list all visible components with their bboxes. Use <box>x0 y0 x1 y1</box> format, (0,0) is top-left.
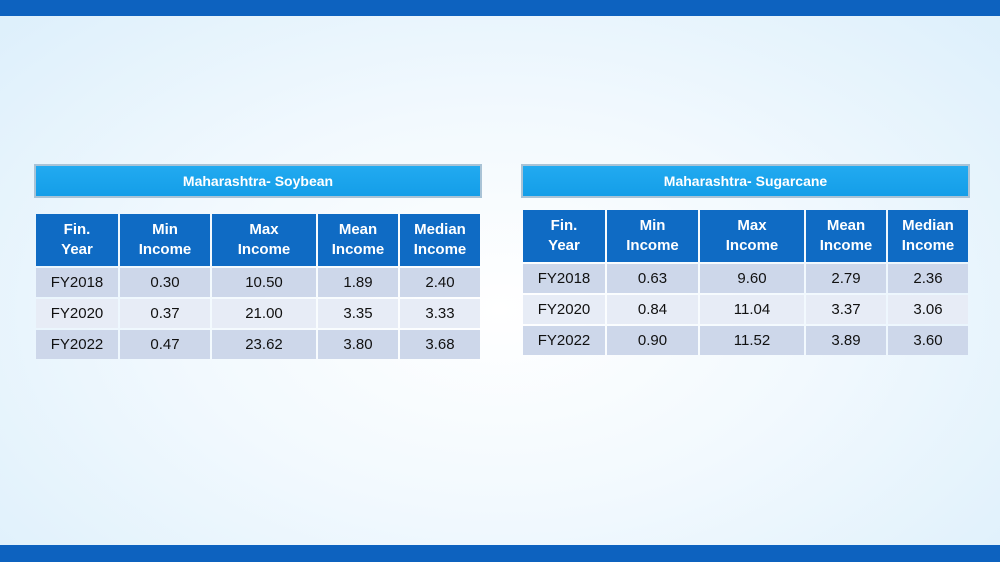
cell-max-income: 21.00 <box>212 299 316 328</box>
cell-min-income: 0.47 <box>120 330 210 359</box>
cell-median-income: 3.60 <box>888 326 968 355</box>
cell-max-income: 11.52 <box>700 326 804 355</box>
cell-fin-year: FY2018 <box>523 264 605 293</box>
cell-mean-income: 1.89 <box>318 268 398 297</box>
cell-fin-year: FY2020 <box>36 299 118 328</box>
cell-mean-income: 3.35 <box>318 299 398 328</box>
header-mean-income: Mean Income <box>806 210 886 262</box>
cell-fin-year: FY2020 <box>523 295 605 324</box>
cell-mean-income: 3.37 <box>806 295 886 324</box>
top-banner-bar <box>0 0 1000 16</box>
cell-fin-year: FY2018 <box>36 268 118 297</box>
soybean-table-panel: Maharashtra- Soybean Fin. Year Min Income … <box>34 164 482 361</box>
cell-min-income: 0.37 <box>120 299 210 328</box>
table-row: FY2020 0.84 11.04 3.37 3.06 <box>523 295 968 324</box>
header-max-income: Max Income <box>700 210 804 262</box>
table-row: FY2022 0.47 23.62 3.80 3.68 <box>36 330 480 359</box>
header-min-income: Min Income <box>607 210 698 262</box>
header-min-income: Min Income <box>120 214 210 266</box>
soybean-table-title: Maharashtra- Soybean <box>34 164 482 198</box>
bottom-banner-bar <box>0 545 1000 562</box>
header-mean-income: Mean Income <box>318 214 398 266</box>
table-row: FY2018 0.30 10.50 1.89 2.40 <box>36 268 480 297</box>
sugarcane-table-panel: Maharashtra- Sugarcane Fin. Year Min Incom… <box>521 164 970 357</box>
header-median-income: Median Income <box>888 210 968 262</box>
cell-max-income: 9.60 <box>700 264 804 293</box>
cell-min-income: 0.63 <box>607 264 698 293</box>
table-header-row: Fin. Year Min Income Max Income Mean Income … <box>36 214 480 266</box>
cell-min-income: 0.84 <box>607 295 698 324</box>
cell-median-income: 2.36 <box>888 264 968 293</box>
cell-max-income: 11.04 <box>700 295 804 324</box>
table-header-row: Fin. Year Min Income Max Income Mean Income … <box>523 210 968 262</box>
soybean-income-table: Fin. Year Min Income Max Income Mean Income … <box>34 212 482 361</box>
header-fin-year: Fin. Year <box>36 214 118 266</box>
cell-median-income: 3.68 <box>400 330 480 359</box>
cell-min-income: 0.90 <box>607 326 698 355</box>
cell-min-income: 0.30 <box>120 268 210 297</box>
table-row: FY2020 0.37 21.00 3.35 3.33 <box>36 299 480 328</box>
cell-fin-year: FY2022 <box>523 326 605 355</box>
table-row: FY2018 0.63 9.60 2.79 2.36 <box>523 264 968 293</box>
cell-median-income: 3.33 <box>400 299 480 328</box>
header-median-income: Median Income <box>400 214 480 266</box>
cell-max-income: 23.62 <box>212 330 316 359</box>
sugarcane-table-title: Maharashtra- Sugarcane <box>521 164 970 198</box>
cell-mean-income: 3.80 <box>318 330 398 359</box>
header-fin-year: Fin. Year <box>523 210 605 262</box>
cell-median-income: 3.06 <box>888 295 968 324</box>
cell-fin-year: FY2022 <box>36 330 118 359</box>
header-max-income: Max Income <box>212 214 316 266</box>
cell-median-income: 2.40 <box>400 268 480 297</box>
cell-max-income: 10.50 <box>212 268 316 297</box>
cell-mean-income: 2.79 <box>806 264 886 293</box>
table-row: FY2022 0.90 11.52 3.89 3.60 <box>523 326 968 355</box>
sugarcane-income-table: Fin. Year Min Income Max Income Mean Income … <box>521 208 970 357</box>
cell-mean-income: 3.89 <box>806 326 886 355</box>
